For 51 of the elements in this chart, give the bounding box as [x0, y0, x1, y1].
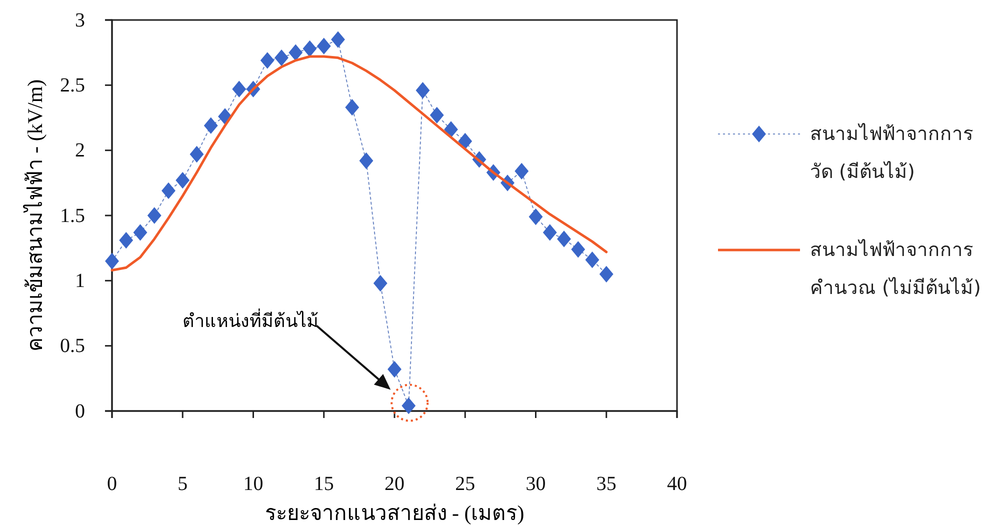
- point: [542, 224, 557, 241]
- point: [316, 38, 331, 54]
- point: [176, 172, 190, 189]
- x-tick-label: 0: [107, 473, 117, 496]
- y-tick-label: 0.5: [60, 335, 85, 358]
- point: [147, 207, 162, 224]
- x-tick-label: 40: [667, 473, 687, 496]
- x-tick-label: 15: [314, 473, 334, 496]
- point: [528, 208, 543, 226]
- point: [430, 106, 444, 124]
- x-tick-label: 20: [384, 473, 404, 496]
- y-axis-title: ความเข้มสนามไฟฟ้า - (kV/m): [23, 79, 47, 352]
- legend-label: สนามไฟฟ้าจากการวัด (มีต้นไม้): [810, 122, 974, 185]
- x-tick-label: 10: [243, 473, 264, 496]
- point: [232, 80, 246, 98]
- point: [345, 99, 360, 116]
- point: [557, 230, 571, 248]
- point: [274, 49, 288, 66]
- point: [458, 132, 472, 150]
- point: [260, 52, 274, 69]
- y-tick-label: 2: [75, 140, 85, 162]
- point: [302, 40, 317, 57]
- y-tick-label: 2.5: [60, 74, 85, 97]
- point: [331, 31, 345, 48]
- x-tick-label: 25: [455, 473, 476, 496]
- y-tick-label: 3: [75, 9, 85, 32]
- point: [133, 224, 148, 241]
- point: [444, 121, 458, 138]
- y-tick-label: 1.5: [60, 204, 85, 227]
- point: [373, 274, 388, 292]
- y-tick-label: 0: [75, 400, 85, 422]
- y-tick-label: 1: [75, 270, 85, 292]
- point: [204, 117, 218, 134]
- point: [359, 152, 374, 170]
- point: [105, 252, 119, 270]
- x-tick-label: 35: [596, 473, 616, 496]
- annotation: ตำแหน่งที่มีต้นไม้: [182, 308, 319, 332]
- x-axis-title: ระยะจากแนวสายส่ง - (เมตร): [264, 501, 524, 525]
- point: [388, 360, 402, 378]
- point: [119, 232, 134, 249]
- point: [599, 266, 614, 282]
- point: [416, 82, 430, 99]
- x-tick-label: 5: [178, 473, 188, 496]
- point: [585, 251, 600, 268]
- point: [571, 241, 586, 258]
- x-tick-label: 30: [526, 473, 546, 496]
- point: [190, 146, 204, 163]
- legend-label: สนามไฟฟ้าจากการคำนวณ (ไม่มีต้นไม้): [810, 238, 982, 301]
- point: [514, 162, 529, 180]
- point: [288, 44, 303, 61]
- point: [162, 182, 176, 200]
